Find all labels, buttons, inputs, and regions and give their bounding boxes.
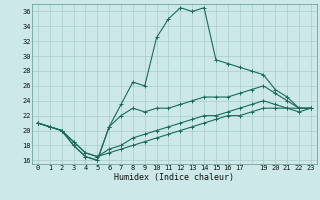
- X-axis label: Humidex (Indice chaleur): Humidex (Indice chaleur): [115, 173, 234, 182]
